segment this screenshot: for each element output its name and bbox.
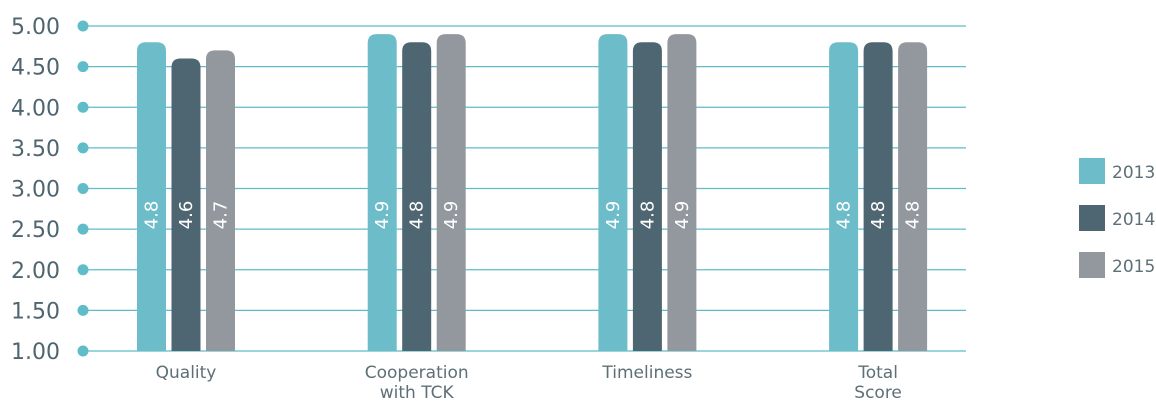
bar <box>367 34 397 351</box>
y-tick-marker <box>77 101 89 113</box>
x-tick-label: Quality <box>156 363 217 383</box>
legend-swatch <box>1079 158 1105 184</box>
y-tick-label: 1.00 <box>11 340 60 365</box>
y-tick-label: 1.50 <box>11 299 60 324</box>
bar <box>898 42 928 351</box>
data-label: 4.8 <box>407 201 428 230</box>
bar <box>436 34 466 351</box>
x-tick-label: Total <box>857 363 898 383</box>
y-tick-label: 4.00 <box>11 96 60 121</box>
legend-label: 2014 <box>1112 210 1155 230</box>
bar <box>598 34 628 351</box>
y-tick-marker <box>77 142 89 154</box>
y-tick-label: 3.00 <box>11 178 60 203</box>
y-tick-marker <box>77 345 89 357</box>
bar <box>632 42 662 351</box>
data-label: 4.8 <box>903 201 924 230</box>
y-tick-marker <box>77 304 89 316</box>
bar <box>667 34 697 351</box>
y-tick-marker <box>77 264 89 276</box>
x-tick-label: with TCK <box>380 383 455 403</box>
bar <box>402 42 432 351</box>
y-tick-label: 4.50 <box>11 56 60 81</box>
legend-swatch <box>1079 205 1105 231</box>
x-tick-label: Cooperation <box>365 363 469 383</box>
data-label: 4.8 <box>868 201 889 230</box>
y-tick-marker <box>77 223 89 235</box>
data-label: 4.9 <box>672 201 693 230</box>
legend: 2013 2014 2015 <box>1079 158 1155 278</box>
data-label: 4.7 <box>211 201 232 230</box>
y-axis: 1.00 1.50 2.00 2.50 3.00 3.50 4.00 4.50 5.00 <box>11 15 89 365</box>
data-label: 4.9 <box>603 201 624 230</box>
data-label: 4.8 <box>142 201 163 230</box>
bar <box>829 42 859 351</box>
bars: 4.8 4.6 4.7 4.9 4.8 4.9 4.9 4.8 4.9 4.8 4.8 4.8 <box>137 34 928 351</box>
x-tick-label: Score <box>854 383 902 403</box>
data-label: 4.9 <box>372 201 393 230</box>
bar <box>137 42 166 351</box>
y-tick-marker <box>77 61 89 73</box>
legend-label: 2013 <box>1112 163 1155 183</box>
y-tick-label: 5.00 <box>11 15 60 40</box>
y-tick-label: 3.50 <box>11 137 60 162</box>
y-tick-label: 2.50 <box>11 218 60 243</box>
data-label: 4.8 <box>637 201 658 230</box>
y-tick-label: 2.00 <box>11 259 60 284</box>
y-tick-marker <box>77 183 89 194</box>
bar <box>171 58 201 351</box>
legend-swatch <box>1079 252 1105 278</box>
y-tick-marker <box>77 20 89 32</box>
legend-label: 2015 <box>1112 257 1155 277</box>
data-label: 4.9 <box>441 201 462 230</box>
data-label: 4.8 <box>834 201 855 230</box>
bar <box>863 42 893 351</box>
data-label: 4.6 <box>176 201 197 230</box>
x-tick-label: Timeliness <box>601 363 692 383</box>
bar <box>206 50 235 351</box>
